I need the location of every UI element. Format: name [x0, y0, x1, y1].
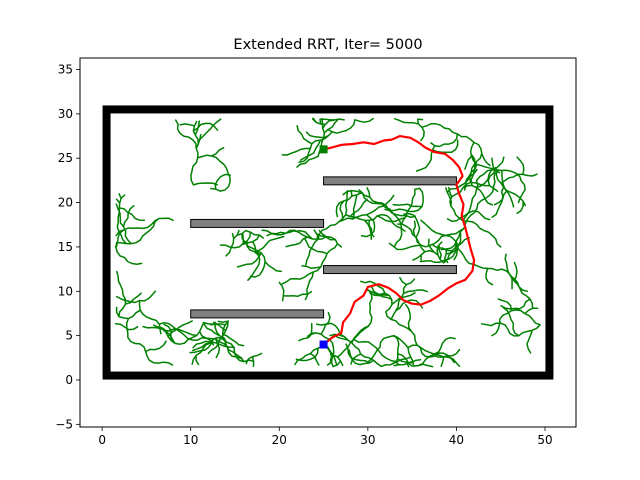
- goal-marker: [319, 145, 328, 154]
- y-tick-label: 20: [58, 196, 73, 210]
- x-tick-label: 0: [98, 433, 106, 447]
- boundary-rect: [102, 105, 554, 380]
- x-tick-label: 20: [272, 433, 287, 447]
- solution-path: [322, 135, 476, 346]
- markers: [319, 145, 328, 349]
- y-tick-label: −5: [55, 417, 73, 431]
- y-tick-label: 15: [58, 240, 73, 254]
- y-tick-label: 30: [58, 107, 73, 121]
- obstacles: [190, 176, 457, 319]
- axes-frame: [79, 57, 577, 428]
- y-tick-label: 10: [58, 284, 73, 298]
- y-tick-label: 0: [65, 373, 73, 387]
- x-tick-label: 50: [537, 433, 552, 447]
- x-axis: 0 10 20 30 40 50: [98, 427, 553, 447]
- start-marker: [319, 340, 328, 349]
- boundary-walls: [102, 105, 554, 380]
- x-tick-label: 10: [183, 433, 198, 447]
- x-tick-label: 30: [360, 433, 375, 447]
- obstacle-3: [323, 265, 457, 275]
- rrt-tree: [114, 117, 541, 368]
- y-tick-label: 25: [58, 151, 73, 165]
- y-axis: −5 0 5 10 15 20 25 30 35: [55, 63, 80, 431]
- x-tick-label: 40: [449, 433, 464, 447]
- obstacle-1: [323, 176, 457, 186]
- chart-title: Extended RRT, Iter= 5000: [233, 37, 422, 53]
- y-tick-label: 35: [58, 63, 73, 77]
- obstacle-2: [190, 218, 325, 228]
- rrt-branches: [114, 117, 541, 368]
- obstacle-4: [190, 309, 325, 319]
- path-line: [322, 135, 476, 346]
- y-tick-label: 5: [65, 329, 73, 343]
